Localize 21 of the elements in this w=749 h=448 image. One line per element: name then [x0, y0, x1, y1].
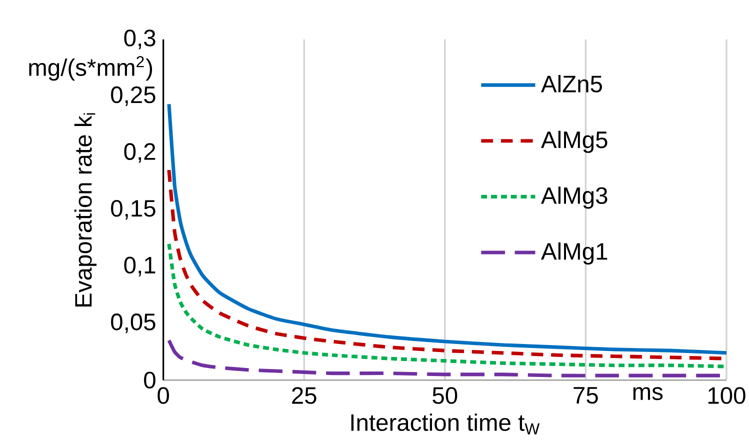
legend-label: AlZn5: [540, 75, 602, 93]
y-tick-label: 0,2: [124, 143, 156, 163]
y-tick-label: 0,15: [111, 200, 156, 220]
y-tick-label: 0,3: [124, 30, 156, 50]
y-tick-label: 0,05: [111, 314, 156, 334]
text: mg/(s*mm$^{2}$): [29, 56, 152, 81]
x-axis-title: Interaction time t$_{W}$: [351, 414, 540, 434]
x-tick-label: 75: [574, 387, 598, 404]
x-tick-label: 50: [432, 387, 458, 404]
y-axis-title: Evaporation rate k$_{i}$: [74, 113, 97, 307]
legend-label: AlMg3: [540, 186, 608, 209]
legend-label: AlMg5: [540, 130, 608, 154]
y-tick-label: 0,1: [124, 256, 156, 277]
y-tick-label: 0: [144, 372, 156, 389]
line-series: [167, 102, 728, 355]
x-tick-label: 25: [292, 387, 316, 404]
text: ms: [633, 387, 663, 400]
y-tick-label: 0,25: [111, 86, 156, 106]
legend-label: AlMg1: [540, 242, 608, 265]
x-tick-label: 100: [708, 387, 746, 404]
x-tick-label: 0: [158, 387, 170, 404]
